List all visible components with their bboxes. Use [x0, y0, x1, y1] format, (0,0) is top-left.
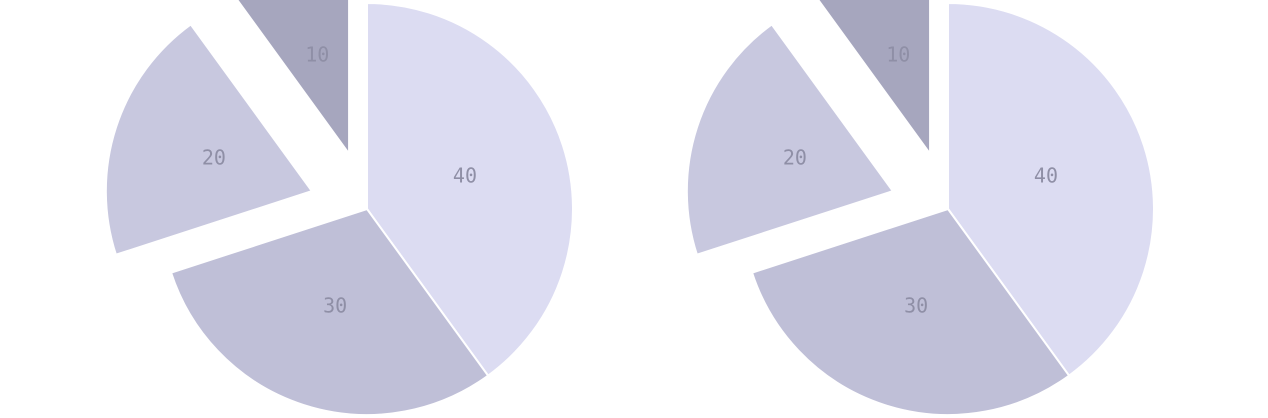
slice-label-40: 40: [1034, 164, 1058, 188]
pie-slice-10: [236, 0, 351, 157]
slice-label-10: 10: [886, 42, 910, 66]
pie-slice-10: [817, 0, 932, 157]
slice-label-20: 20: [202, 146, 226, 170]
pie-slice-40: [366, 1, 574, 378]
pie-slice-20: [104, 23, 314, 256]
slice-label-30: 30: [904, 293, 928, 317]
slice-label-40: 40: [453, 164, 477, 188]
slice-label-20: 20: [783, 146, 807, 170]
pie-slice-30: [750, 207, 1071, 416]
pie-slice-20: [685, 23, 895, 256]
pie-slice-40: [947, 1, 1155, 378]
pie-chart-2: 40 30 20 10: [685, 0, 1155, 416]
pie-chart-1: 40 30 20 10: [104, 0, 574, 417]
pie-slice-30: [169, 207, 490, 417]
slice-label-10: 10: [305, 42, 329, 66]
slice-label-30: 30: [323, 293, 347, 317]
